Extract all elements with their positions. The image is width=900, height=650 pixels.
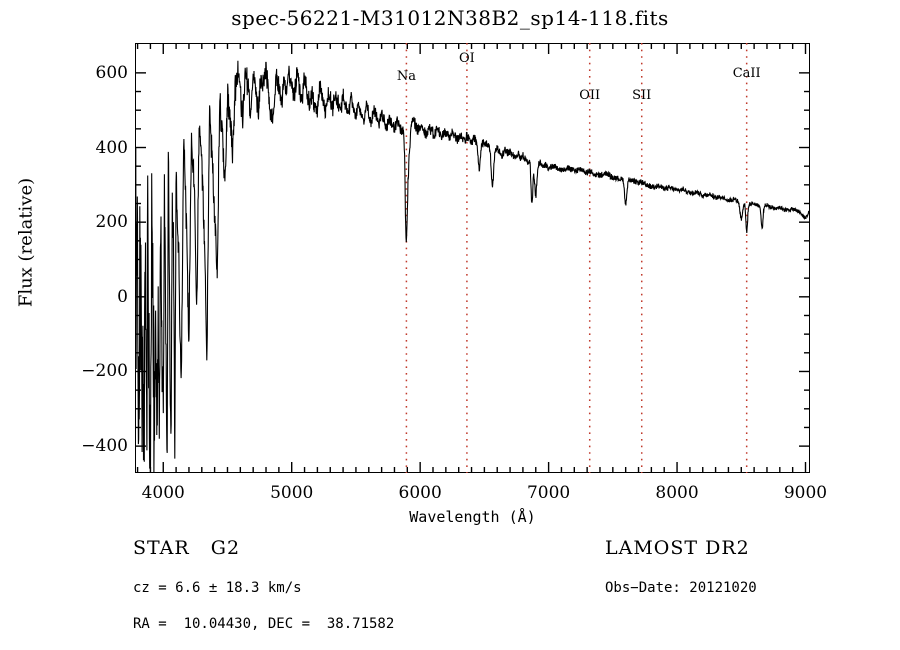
y-tick-label: 200 <box>95 212 128 233</box>
y-axis-tick-labels: 600 400 200 0 −200 −400 <box>50 0 128 650</box>
star-class-line: STAR G2 <box>133 537 241 559</box>
plot-frame <box>135 43 810 473</box>
y-tick-label: 0 <box>117 286 128 307</box>
obs-date-line: Obs−Date: 20121020 <box>605 580 757 596</box>
y-axis-label: Flux (relative) <box>15 177 37 308</box>
x-tick-label: 5000 <box>270 483 314 503</box>
y-tick-label: 400 <box>95 137 128 158</box>
survey-name: LAMOST DR2 <box>605 537 750 559</box>
x-tick-label: 7000 <box>526 483 571 503</box>
spectral-line-label-caii: CaII <box>732 66 761 81</box>
footer-left: STAR G2 cz = 6.6 ± 18.3 km/s RA = 10.044… <box>133 537 395 632</box>
coordinates-line: RA = 10.04430, DEC = 38.71582 <box>133 616 395 632</box>
redshift-line: cz = 6.6 ± 18.3 km/s <box>133 580 302 596</box>
spectral-line-label-oi: OI <box>459 51 475 66</box>
spectral-line-label-oii: OII <box>579 88 601 103</box>
x-tick-label: 9000 <box>783 483 828 503</box>
spectral-line-label-na: Na <box>396 69 416 84</box>
y-tick-label: −400 <box>81 436 128 457</box>
y-tick-label: −200 <box>81 361 128 382</box>
x-tick-label: 6000 <box>398 483 442 503</box>
x-axis-label: Wavelength (Å) <box>409 508 536 526</box>
page-title: spec-56221-M31012N38B2_sp14-118.fits <box>231 6 669 30</box>
spectral-line-label-sii: SII <box>632 88 652 103</box>
x-tick-label: 4000 <box>141 483 185 503</box>
spectrum-canvas <box>135 43 810 473</box>
y-tick-label: 600 <box>95 62 128 83</box>
x-tick-label: 8000 <box>655 483 699 503</box>
footer-right: LAMOST DR2 Obs−Date: 20121020 <box>605 537 757 596</box>
